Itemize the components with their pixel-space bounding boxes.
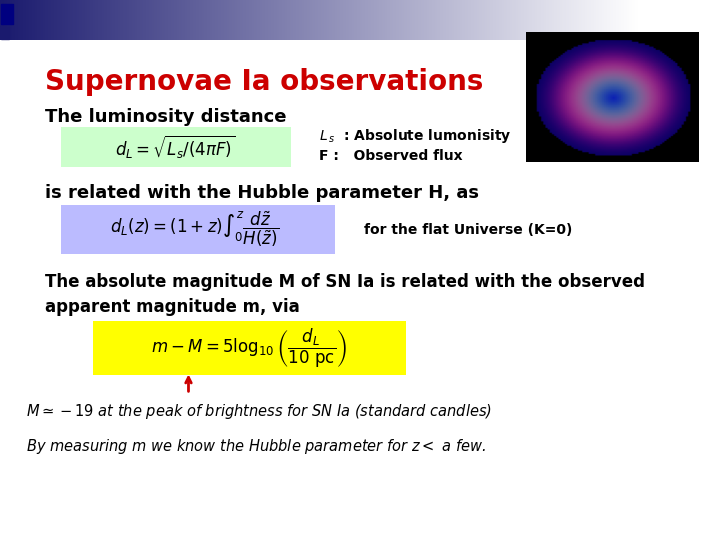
Bar (1, 27, 9, 39)
Text: $M \simeq -19$ at the peak of brightness for SN Ia (standard candles): $M \simeq -19$ at the peak of brightness… (25, 402, 492, 421)
Text: The luminosity distance: The luminosity distance (45, 108, 287, 126)
FancyBboxPatch shape (60, 127, 291, 167)
Text: $d_L(z) = (1+z)\int_0^z \dfrac{d\tilde{z}}{H(\tilde{z})}$: $d_L(z) = (1+z)\int_0^z \dfrac{d\tilde{z… (110, 210, 279, 249)
Text: Supernovae Ia observations: Supernovae Ia observations (45, 68, 483, 96)
Text: for the flat Universe (K=0): for the flat Universe (K=0) (364, 222, 572, 237)
Text: $d_L = \sqrt{L_s/(4\pi F)}$: $d_L = \sqrt{L_s/(4\pi F)}$ (115, 134, 236, 161)
Text: F :   Observed flux: F : Observed flux (320, 148, 463, 163)
Text: $m - M = 5\log_{10}\left(\dfrac{d_L}{10 \text{ pc}}\right)$: $m - M = 5\log_{10}\left(\dfrac{d_L}{10 … (151, 327, 347, 370)
FancyBboxPatch shape (93, 321, 406, 375)
Text: By measuring $m$ we know the Hubble parameter for $z <$ a few.: By measuring $m$ we know the Hubble para… (25, 437, 485, 456)
Text: The absolute magnitude M of SN Ia is related with the observed
apparent magnitud: The absolute magnitude M of SN Ia is rel… (45, 273, 644, 316)
Text: is related with the Hubble parameter H, as: is related with the Hubble parameter H, … (45, 184, 479, 201)
FancyBboxPatch shape (60, 205, 336, 254)
Bar (1, 4, 13, 24)
Text: $L_{\,s}$  : Absolute lumonisity: $L_{\,s}$ : Absolute lumonisity (320, 127, 512, 145)
